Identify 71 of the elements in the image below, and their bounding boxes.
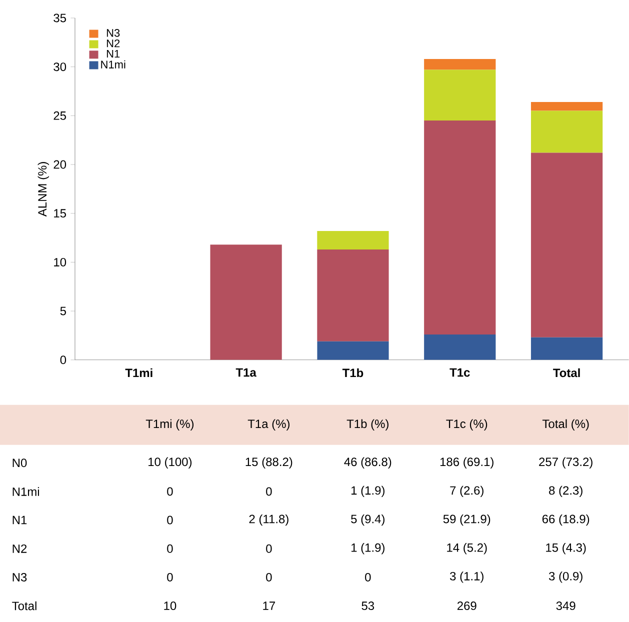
text: 15 (88.2) bbox=[246, 457, 292, 469]
y-tick-label: 15 bbox=[54, 209, 66, 218]
legend-label: N2 bbox=[106, 40, 120, 48]
bar bbox=[424, 120, 496, 335]
bar bbox=[424, 334, 496, 360]
text: 0 bbox=[167, 544, 173, 553]
category-label: N1mi bbox=[12, 487, 39, 496]
y-tick-label: 20 bbox=[54, 160, 66, 169]
text: 10 bbox=[164, 602, 176, 610]
y-tick-label: 30 bbox=[54, 62, 66, 72]
y-tick-label: 0 bbox=[60, 356, 66, 364]
text: 0 bbox=[167, 516, 173, 524]
text: 8 (2.3) bbox=[549, 486, 582, 498]
category-label: T1b (%) bbox=[346, 419, 388, 431]
x-tick-label: T1mi bbox=[125, 368, 152, 378]
text: 0 bbox=[167, 573, 173, 582]
text: 1 (1.9) bbox=[351, 543, 384, 554]
bar bbox=[424, 59, 496, 70]
text: 0 bbox=[266, 544, 272, 553]
text: 59 (21.9) bbox=[443, 514, 490, 526]
text: 0 bbox=[266, 487, 272, 496]
category-label: N3 bbox=[12, 573, 27, 582]
category-label: T1c (%) bbox=[446, 419, 488, 431]
text: 0 bbox=[365, 573, 371, 582]
category-label: T1mi (%) bbox=[146, 419, 194, 431]
category-label: Total (%) bbox=[542, 419, 589, 431]
legend-label: N1 bbox=[106, 50, 120, 58]
text: 3 (0.9) bbox=[548, 572, 582, 583]
text: 5 (9.4) bbox=[351, 514, 384, 526]
bar bbox=[530, 152, 603, 338]
y-tick-label: 5 bbox=[60, 306, 66, 316]
bar bbox=[317, 231, 389, 250]
category-label: N0 bbox=[12, 458, 27, 468]
text: 186 (69.1) bbox=[440, 457, 494, 469]
text: 14 (5.2) bbox=[447, 543, 487, 554]
y-tick-label: 35 bbox=[54, 14, 66, 22]
text: 10 (100) bbox=[148, 457, 192, 469]
legend-label: N1mi bbox=[101, 60, 126, 68]
category-label: Total bbox=[12, 601, 36, 610]
x-tick-label: Total bbox=[553, 368, 580, 378]
bar bbox=[424, 70, 496, 121]
text: 3 (1.1) bbox=[450, 572, 484, 583]
text: 257 (73.2) bbox=[539, 457, 592, 469]
x-tick-label: T1b bbox=[342, 368, 364, 378]
category-label: T1a (%) bbox=[248, 419, 290, 431]
bar bbox=[317, 250, 389, 342]
text: 66 (18.9) bbox=[542, 514, 590, 526]
text: 15 (4.3) bbox=[546, 543, 586, 554]
y-tick-label: 10 bbox=[54, 258, 66, 267]
bar bbox=[530, 102, 603, 111]
bar bbox=[210, 244, 282, 360]
x-tick-label: T1c bbox=[450, 368, 470, 377]
legend-label: N3 bbox=[106, 29, 120, 37]
text: 349 bbox=[556, 602, 576, 610]
x-tick-label: T1a bbox=[236, 368, 256, 377]
y-axis-title: ALNM (%) bbox=[38, 162, 49, 217]
text: 17 bbox=[263, 602, 275, 610]
text: 53 bbox=[362, 602, 374, 610]
text: 0 bbox=[266, 573, 272, 582]
bar bbox=[530, 110, 603, 153]
category-label: N2 bbox=[12, 544, 27, 553]
bar bbox=[530, 338, 603, 360]
bar bbox=[317, 341, 389, 360]
category-label: N1 bbox=[12, 516, 27, 524]
text: 2 (11.8) bbox=[249, 514, 288, 526]
text: 269 bbox=[457, 602, 476, 610]
text: 0 bbox=[167, 487, 173, 496]
text: 46 (86.8) bbox=[344, 457, 392, 469]
y-tick-label: 25 bbox=[54, 112, 66, 120]
text: 7 (2.6) bbox=[450, 486, 484, 498]
text: 1 (1.9) bbox=[351, 486, 384, 498]
